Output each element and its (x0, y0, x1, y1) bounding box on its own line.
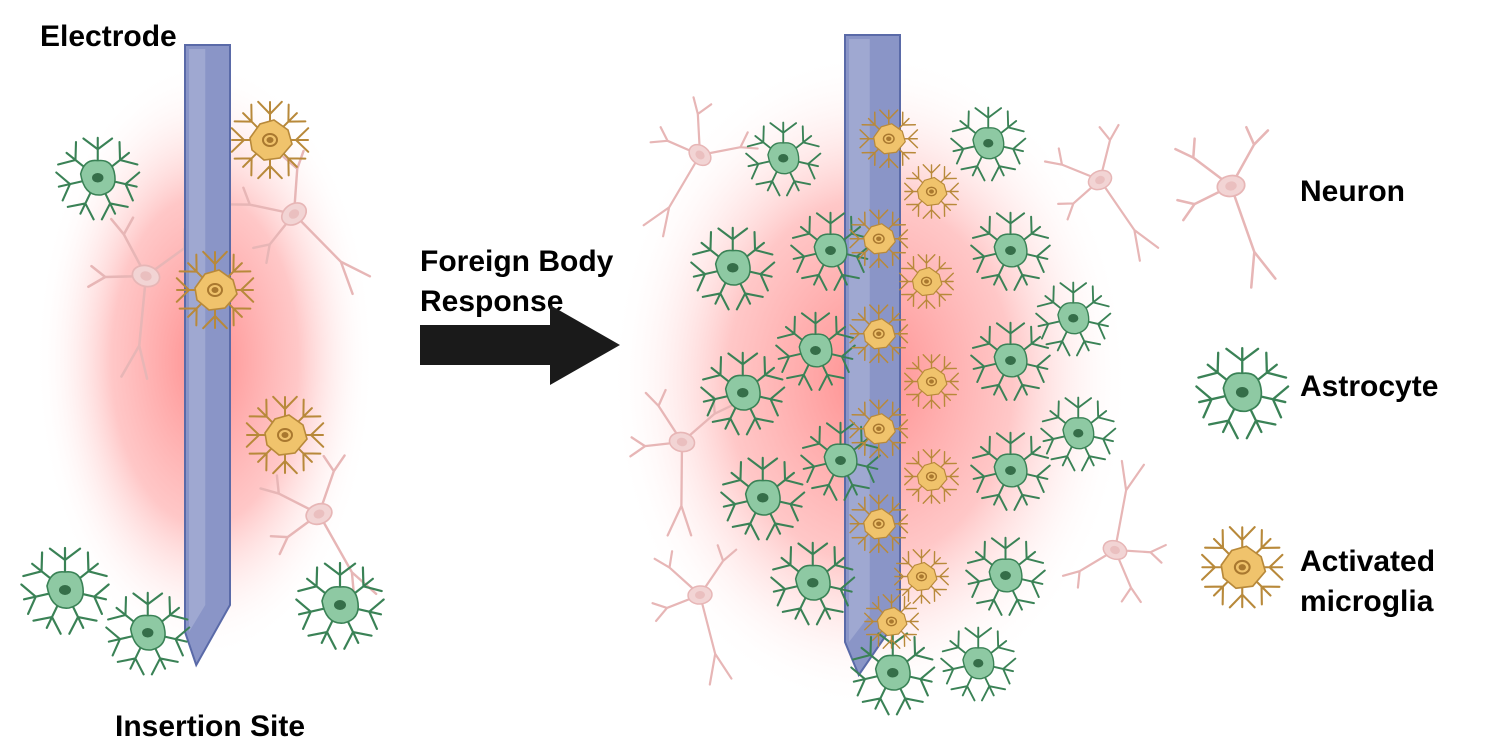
microglia-icon (905, 450, 958, 503)
microglia-icon (850, 210, 907, 267)
microglia-icon (850, 305, 907, 362)
microglia-icon (247, 397, 323, 473)
microglia-icon (850, 400, 907, 457)
microglia-icon (232, 102, 308, 178)
microglia-icon (860, 110, 917, 167)
microglia-icon (900, 255, 953, 308)
neuron-icon (1167, 124, 1294, 298)
microglia-icon (895, 550, 948, 603)
astrocyte-icon (1196, 348, 1288, 438)
diagram-canvas (0, 0, 1500, 755)
microglia-icon (905, 165, 958, 218)
microglia-icon (905, 355, 958, 408)
microglia-icon (1202, 527, 1282, 607)
microglia-icon (865, 595, 918, 648)
microglia-icon (177, 252, 253, 328)
microglia-icon (850, 495, 907, 552)
fbr-arrow (420, 305, 620, 385)
